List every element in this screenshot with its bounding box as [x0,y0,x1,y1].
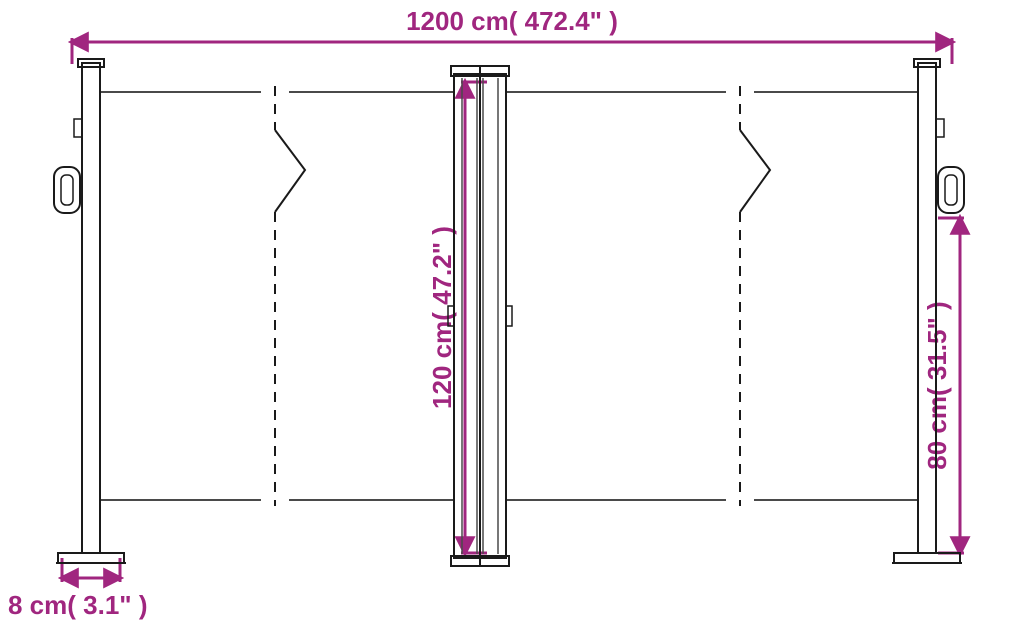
handle [54,167,80,213]
bracket [74,119,82,137]
handle [938,167,964,213]
break-zig [740,130,770,212]
dim-base-width: 8 cm( 3.1" ) [8,590,148,620]
bracket [936,119,944,137]
cassette-left [454,74,480,558]
post-base [58,553,124,563]
post [82,63,100,553]
dim-top-width: 1200 cm( 472.4" ) [406,6,618,36]
dim-height: 120 cm( 47.2" ) [427,226,457,409]
break-zig [275,130,305,212]
cassette-right [480,74,506,558]
